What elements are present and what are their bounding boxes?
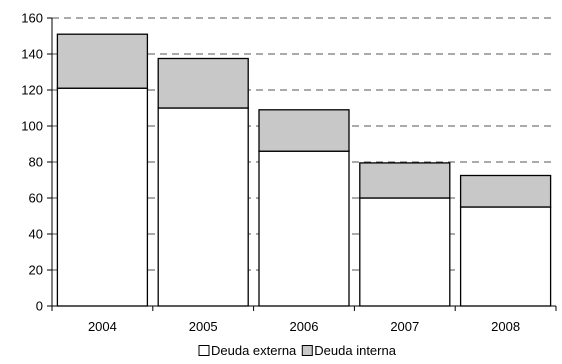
bar-deuda-interna-2007 — [359, 162, 451, 199]
legend-label-deuda-externa: Deuda externa — [211, 343, 297, 358]
legend-swatch-deuda-interna — [301, 345, 313, 356]
y-tick-label: 20 — [29, 263, 43, 278]
y-tick-label: 60 — [29, 191, 43, 206]
legend: Deuda externa Deuda interna — [198, 343, 397, 358]
x-tick-label: 2005 — [189, 319, 218, 334]
bar-deuda-externa-2004 — [56, 87, 149, 307]
y-tick-label: 0 — [36, 299, 43, 314]
bar-deuda-interna-2008 — [459, 174, 552, 208]
x-tick-label: 2008 — [491, 319, 520, 334]
x-tick-label: 2006 — [290, 319, 319, 334]
legend-swatch-deuda-externa — [198, 345, 210, 356]
y-axis-ticks: 0 20 40 60 80 100 120 140 160 — [21, 11, 52, 314]
bars — [56, 33, 552, 307]
y-tick-label: 160 — [21, 11, 43, 26]
y-tick-label: 120 — [21, 83, 43, 98]
x-tick-label: 2004 — [88, 319, 117, 334]
bar-deuda-externa-2007 — [359, 197, 451, 307]
bar-deuda-interna-2005 — [157, 57, 249, 109]
bar-deuda-externa-2006 — [258, 150, 350, 307]
bar-deuda-externa-2008 — [459, 206, 552, 307]
bar-deuda-externa-2005 — [157, 107, 249, 307]
x-tick-label: 2007 — [390, 319, 419, 334]
y-tick-label: 40 — [29, 227, 43, 242]
legend-label-deuda-interna: Deuda interna — [314, 343, 396, 358]
bar-deuda-interna-2006 — [258, 109, 350, 152]
y-tick-label: 80 — [29, 155, 43, 170]
y-tick-label: 100 — [21, 119, 43, 134]
x-axis-ticks: 2004 2005 2006 2007 2008 — [51, 306, 557, 334]
bar-deuda-interna-2004 — [56, 33, 149, 89]
y-tick-label: 140 — [21, 47, 43, 62]
